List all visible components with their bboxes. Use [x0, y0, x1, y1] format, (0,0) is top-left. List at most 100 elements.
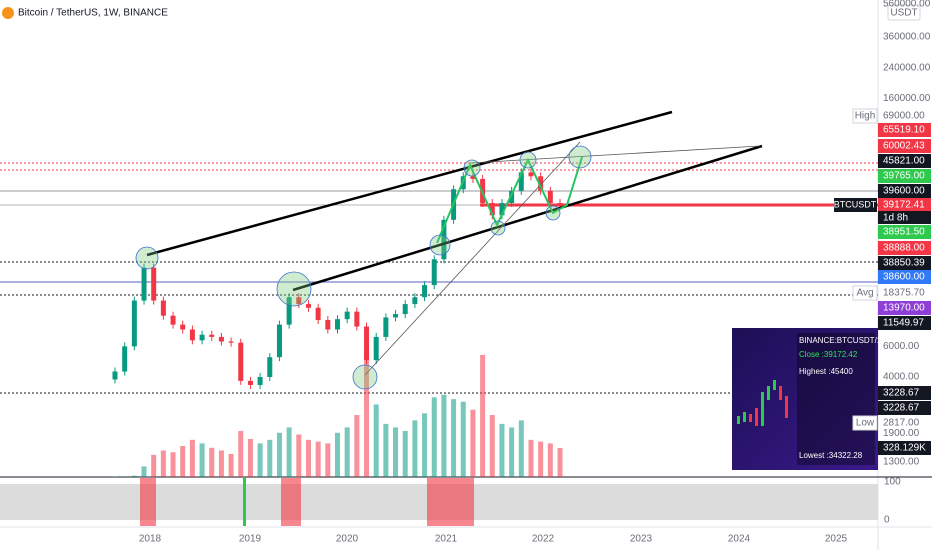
price-tag: 13970.00	[883, 303, 925, 314]
candle	[393, 314, 399, 318]
volume-bar	[199, 443, 205, 477]
price-tag: 39600.00	[883, 186, 925, 197]
candle	[286, 297, 292, 325]
time-axis: 2018 2019 2020 2021 2022 2023 2024 2025	[139, 534, 848, 545]
volume-bar	[354, 415, 360, 477]
symbol-box	[834, 198, 877, 212]
volume-bar	[373, 404, 379, 477]
time-axis-label: 2023	[630, 534, 653, 545]
candle	[489, 203, 495, 216]
candle	[364, 326, 370, 361]
osc-bar	[281, 478, 301, 526]
candle	[422, 285, 428, 298]
marker-circle	[352, 364, 378, 390]
volume-bar	[209, 447, 215, 477]
price-tag: 11549.97	[883, 318, 924, 329]
price-tag: 39172.41	[883, 200, 925, 211]
oscillator: 100 0	[0, 477, 901, 526]
candle	[180, 324, 186, 330]
tag-note: High	[855, 111, 876, 122]
price-tag-box	[878, 154, 931, 168]
osc-bar	[427, 478, 474, 526]
mini-candle	[773, 380, 776, 390]
volume-bar	[441, 394, 447, 477]
candle	[354, 311, 360, 327]
candles	[112, 168, 563, 389]
candle	[209, 334, 215, 337]
price-tag: 18375.70	[883, 288, 925, 299]
time-axis-label: 2022	[532, 534, 555, 545]
price-axis-label: 160000.00	[883, 93, 931, 104]
price-axis: 560000.00 360000.00 240000.00 160000.00 6000…	[883, 0, 931, 468]
volume-bar	[335, 432, 340, 477]
inset: BINANCE:BTCUSDT/1D Close :39172.42 Highe…	[732, 328, 887, 470]
price-axis-label: 6000.00	[883, 341, 920, 352]
volume-bar	[325, 443, 331, 477]
volume-bar	[528, 439, 534, 477]
candle	[199, 334, 205, 341]
price-axis-label: 4000.00	[883, 372, 920, 383]
price-tag-box	[878, 401, 931, 415]
volume-bar	[151, 454, 157, 477]
price-tag: 3228.67	[883, 403, 920, 414]
volume-bar	[499, 423, 505, 477]
zigzag	[436, 156, 583, 244]
marker-circle	[568, 145, 592, 169]
price-tag: 328.129K	[883, 443, 926, 454]
candle	[518, 172, 524, 191]
time-axis-label: 2024	[728, 534, 751, 545]
price-tag-box	[878, 225, 931, 239]
volume-bar	[122, 476, 128, 477]
drawings	[135, 110, 763, 390]
volume-bar	[547, 443, 553, 477]
inset-symbol: BINANCE:BTCUSDT/1D	[799, 336, 887, 345]
countdown: 1d 8h	[883, 213, 908, 224]
volume-bar	[557, 447, 563, 477]
currency-box[interactable]	[887, 4, 921, 21]
candle	[228, 341, 234, 343]
candle	[412, 297, 418, 305]
volume-bar	[189, 439, 195, 477]
countdown-box	[878, 211, 931, 224]
price-tag: 2817.00	[883, 418, 920, 429]
inset-minichart	[737, 380, 788, 426]
volume-bar	[218, 450, 224, 477]
candle	[402, 304, 408, 315]
tag-note-box	[852, 285, 878, 301]
price-tag-box	[878, 256, 931, 270]
volume-bar	[296, 434, 302, 477]
marker-circle	[490, 220, 506, 236]
chart-title: Bitcoin / TetherUS, 1W, BINANCE	[18, 8, 168, 19]
tag-note: Low	[856, 418, 875, 429]
price-tag: 45821.00	[883, 156, 925, 167]
price-tag: 65519.10	[883, 125, 925, 136]
volume-bar	[247, 438, 253, 477]
candle	[238, 342, 244, 381]
price-tag-box	[878, 301, 931, 315]
price-tag-box	[878, 198, 931, 212]
price-axis-label: 560000.00	[883, 0, 931, 9]
mini-candle	[767, 386, 770, 400]
currency[interactable]: USDT	[890, 8, 917, 19]
coin-icon	[2, 7, 14, 19]
inset-highest: Highest :45400	[799, 367, 853, 376]
time-axis-label: 2020	[336, 534, 359, 545]
volume-bar	[364, 354, 370, 477]
osc-bar	[140, 478, 156, 526]
time-axis-label: 2025	[825, 534, 848, 545]
candle	[131, 300, 137, 347]
candle	[547, 190, 553, 204]
candle	[112, 371, 118, 380]
candle	[122, 346, 128, 372]
symbol-tag: BTCUSDT	[834, 199, 877, 209]
inset-lowest: Lowest :34322.28	[799, 451, 863, 460]
volume-bar	[431, 397, 437, 477]
price-tag: 38600.00	[883, 272, 925, 283]
candle	[344, 311, 350, 320]
volume-bar	[276, 432, 282, 477]
price-tag-box	[878, 123, 931, 137]
candle	[170, 315, 176, 325]
price-tags: 69000.00 High 65519.10 60002.43 45821.00 3976…	[834, 108, 931, 455]
mini-candle	[761, 392, 764, 426]
